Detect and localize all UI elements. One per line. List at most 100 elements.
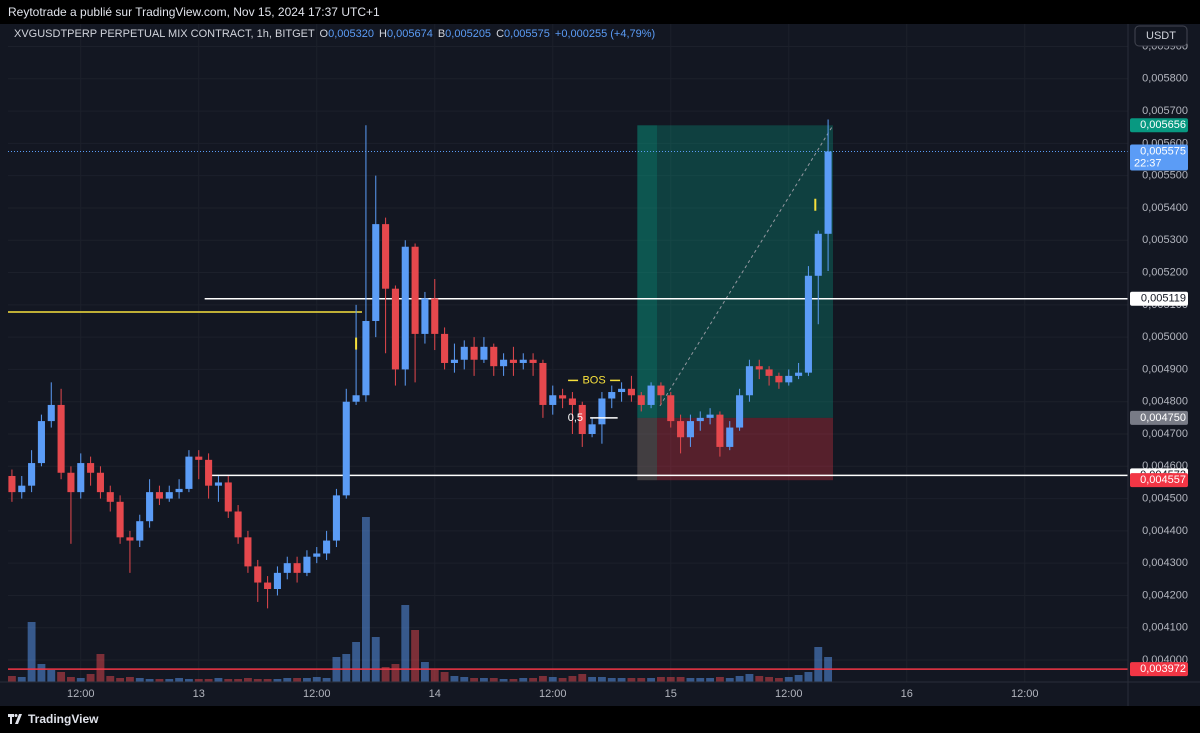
candle-body bbox=[18, 485, 26, 493]
price-label-bg bbox=[1130, 410, 1188, 425]
countdown: 22:37 bbox=[1134, 157, 1162, 169]
candle-body bbox=[332, 495, 340, 541]
volume-bar bbox=[302, 678, 311, 682]
candle-body bbox=[67, 472, 75, 493]
volume-bar bbox=[774, 678, 783, 682]
candle-body bbox=[686, 421, 694, 438]
publisher-bar: Reytotrade a publié sur TradingView.com,… bbox=[0, 0, 1200, 24]
candle-body bbox=[450, 359, 458, 363]
candle-body bbox=[568, 398, 576, 405]
brand: TradingView bbox=[28, 712, 99, 726]
y-tick-label: 0,004700 bbox=[1142, 428, 1188, 440]
candle-body bbox=[185, 456, 193, 489]
candle-body bbox=[667, 395, 675, 422]
candle-body bbox=[421, 298, 429, 334]
legend-key: O bbox=[320, 28, 329, 40]
candle-body bbox=[559, 395, 567, 399]
candle-body bbox=[146, 492, 154, 522]
candle-body bbox=[57, 404, 65, 473]
volume-bar bbox=[145, 679, 154, 682]
volume-bar bbox=[509, 679, 518, 682]
volume-bar bbox=[725, 678, 734, 682]
y-tick-label: 0,004300 bbox=[1142, 557, 1188, 569]
candle-body bbox=[391, 288, 399, 370]
y-tick-label: 0,004100 bbox=[1142, 622, 1188, 634]
volume-bar bbox=[27, 622, 36, 682]
volume-bar bbox=[361, 517, 370, 682]
candle-body bbox=[106, 492, 114, 502]
candle-body bbox=[677, 421, 685, 438]
currency[interactable]: USDT bbox=[1146, 30, 1176, 42]
candle-body bbox=[126, 537, 134, 541]
candle-body bbox=[519, 359, 527, 363]
volume-bar bbox=[273, 679, 282, 682]
volume-bar bbox=[371, 637, 380, 682]
volume-bar bbox=[489, 678, 498, 682]
candle-body bbox=[254, 566, 262, 583]
volume-bar bbox=[479, 678, 488, 682]
currency-button[interactable] bbox=[1134, 25, 1188, 47]
volume-bar bbox=[450, 676, 459, 682]
volume-bar bbox=[175, 678, 184, 682]
volume-bar bbox=[548, 677, 557, 682]
candle-body bbox=[500, 359, 508, 367]
footer: TradingView bbox=[0, 706, 1200, 733]
volume-bar bbox=[155, 679, 164, 682]
price-label: 0,005656 bbox=[1140, 119, 1186, 131]
candle-body bbox=[696, 417, 704, 422]
candle-body bbox=[755, 366, 763, 370]
candle-body bbox=[352, 395, 360, 402]
volume-bar bbox=[568, 676, 577, 682]
legend: XVGUSDTPERP PERPETUAL MIX CONTRACT, 1h, … bbox=[14, 28, 655, 40]
volume-bar bbox=[430, 670, 439, 682]
candle-body bbox=[77, 463, 85, 493]
fib-label: 0,5 bbox=[568, 412, 583, 424]
volume-bar bbox=[352, 642, 361, 682]
volume-bar bbox=[597, 677, 606, 682]
x-tick-label: 12:00 bbox=[1011, 688, 1039, 700]
volume-bar bbox=[8, 676, 16, 682]
volume-bar bbox=[656, 677, 665, 682]
symbol: XVGUSDTPERP PERPETUAL MIX CONTRACT, 1h, … bbox=[14, 28, 315, 40]
volume-bar bbox=[755, 676, 764, 682]
candle-body bbox=[37, 421, 45, 464]
y-tick-label: 0,005800 bbox=[1142, 73, 1188, 85]
volume-bar bbox=[135, 678, 144, 682]
target-zone bbox=[637, 125, 834, 418]
x-tick-label: 13 bbox=[193, 688, 205, 700]
volume-bar bbox=[322, 678, 331, 682]
volume-bar bbox=[617, 678, 626, 682]
volume-bar bbox=[342, 654, 351, 682]
volume-bar bbox=[538, 676, 547, 682]
y-tick-label: 0,004900 bbox=[1142, 363, 1188, 375]
volume-bar bbox=[696, 678, 705, 682]
y-tick-label: 0,005000 bbox=[1142, 331, 1188, 343]
marker bbox=[355, 337, 358, 350]
candle-body bbox=[716, 414, 724, 447]
y-tick-label: 0,005700 bbox=[1142, 105, 1188, 117]
candle-body bbox=[509, 359, 517, 363]
volume-bar bbox=[784, 677, 793, 682]
plot: 0,5 BOS bbox=[8, 119, 1128, 682]
x-tick-label: 14 bbox=[429, 688, 441, 700]
price-label: 0,005575 bbox=[1140, 145, 1186, 157]
volume-bar bbox=[381, 667, 390, 682]
candle-body bbox=[706, 414, 714, 418]
y-tick-label: 0,004400 bbox=[1142, 525, 1188, 537]
legend-value: 0,005205 bbox=[445, 28, 491, 40]
volume-bar bbox=[765, 677, 774, 682]
candle-body bbox=[470, 346, 478, 360]
candle-body bbox=[293, 563, 301, 573]
volume-bar bbox=[794, 675, 803, 682]
candle-body bbox=[480, 346, 488, 360]
x-tick-label: 12:00 bbox=[303, 688, 331, 700]
volume-bar bbox=[460, 677, 469, 682]
position-shade bbox=[637, 125, 657, 481]
marker bbox=[814, 198, 817, 211]
candle-body bbox=[804, 275, 812, 373]
volume-bar bbox=[804, 672, 813, 682]
volume-bar bbox=[470, 678, 479, 682]
volume-bar bbox=[676, 677, 685, 682]
volume-bar bbox=[499, 679, 508, 682]
